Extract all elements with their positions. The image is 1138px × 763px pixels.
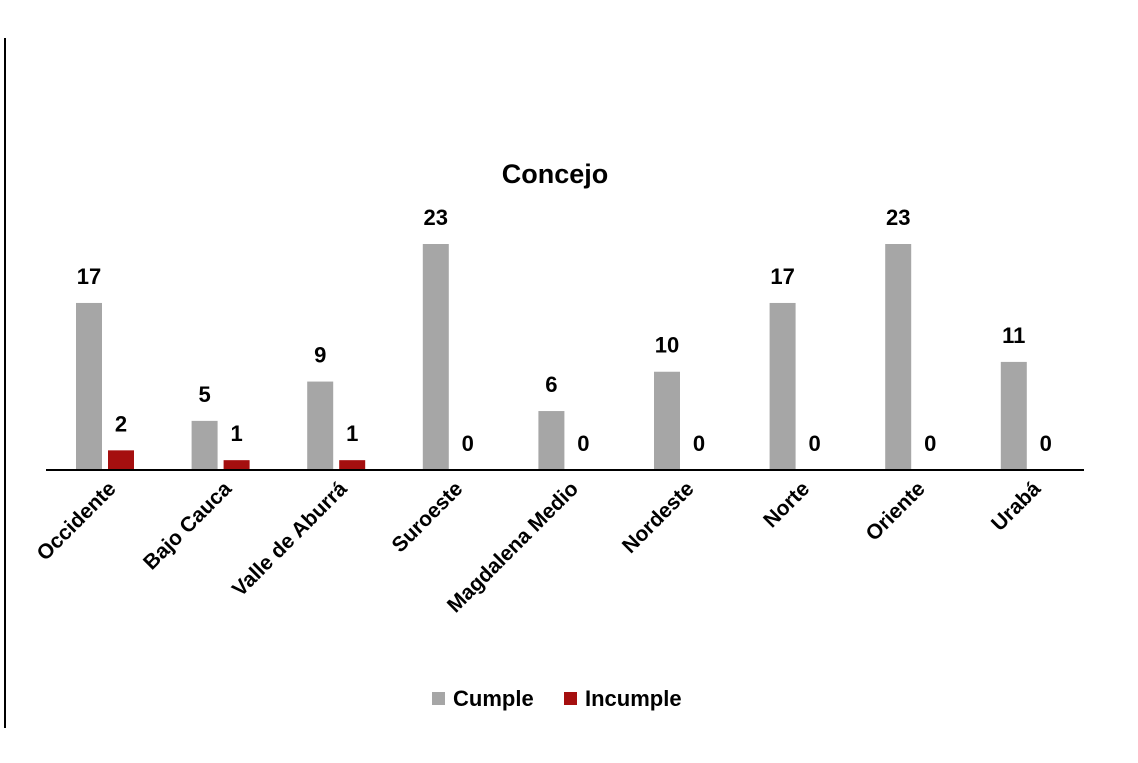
bar-cumple-oriente (885, 244, 912, 470)
data-label-cumple-occidente: 17 (77, 264, 101, 289)
data-label-cumple-oriente: 23 (886, 205, 910, 230)
bar-incumple-occidente (108, 450, 134, 470)
x-tick-label-bajo-cauca: Bajo Cauca (139, 477, 236, 574)
bar-incumple-valle-de-aburra (339, 460, 366, 470)
x-tick-label-oriente: Oriente (861, 477, 929, 545)
data-label-incumple-bajo-cauca: 1 (230, 421, 242, 446)
data-label-incumple-nordeste: 0 (693, 431, 705, 456)
x-tick-label-uraba: Urabá (987, 477, 1046, 536)
bar-cumple-nordeste (654, 371, 680, 470)
x-tick-label-occidente: Occidente (32, 477, 120, 565)
legend-swatch-cumple (432, 692, 445, 705)
data-label-incumple-oriente: 0 (924, 431, 936, 456)
data-label-cumple-uraba: 11 (1002, 323, 1025, 348)
legend-label-incumple: Incumple (585, 686, 682, 711)
data-label-incumple-suroeste: 0 (462, 431, 474, 456)
data-label-incumple-occidente: 2 (115, 411, 127, 436)
x-tick-label-norte: Norte (759, 477, 814, 532)
bar-cumple-valle-de-aburra (307, 381, 334, 470)
frame-border-line (4, 38, 6, 728)
data-label-incumple-valle-de-aburra: 1 (346, 421, 358, 446)
bar-cumple-uraba (1000, 361, 1027, 470)
bar-cumple-magdalena-medio (538, 411, 565, 470)
bar-cumple-norte (769, 302, 796, 470)
bar-incumple-bajo-cauca (223, 460, 250, 470)
data-label-cumple-valle-de-aburra: 9 (314, 343, 326, 368)
x-tick-label-magdalena-medio: Magdalena Medio (443, 477, 583, 617)
chart-title: Concejo (502, 159, 609, 189)
bar-cumple-occidente (76, 302, 102, 470)
bars-layer (76, 244, 1027, 470)
legend-label-cumple: Cumple (453, 686, 534, 711)
data-label-cumple-suroeste: 23 (424, 205, 448, 230)
legend: Cumple Incumple (432, 686, 682, 711)
x-tick-label-nordeste: Nordeste (618, 477, 699, 558)
data-label-incumple-uraba: 0 (1040, 431, 1052, 456)
data-label-cumple-magdalena-medio: 6 (545, 372, 557, 397)
data-label-incumple-norte: 0 (808, 431, 820, 456)
bar-cumple-suroeste (422, 244, 449, 470)
x-tick-label-suroeste: Suroeste (388, 477, 468, 557)
data-label-cumple-nordeste: 10 (655, 333, 679, 358)
data-label-cumple-norte: 17 (770, 264, 794, 289)
data-label-cumple-bajo-cauca: 5 (198, 382, 210, 407)
legend-swatch-incumple (564, 692, 577, 705)
data-label-incumple-magdalena-medio: 0 (577, 431, 589, 456)
x-tick-label-valle-de-aburra: Valle de Aburrá (228, 477, 352, 601)
bar-cumple-bajo-cauca (191, 420, 218, 470)
